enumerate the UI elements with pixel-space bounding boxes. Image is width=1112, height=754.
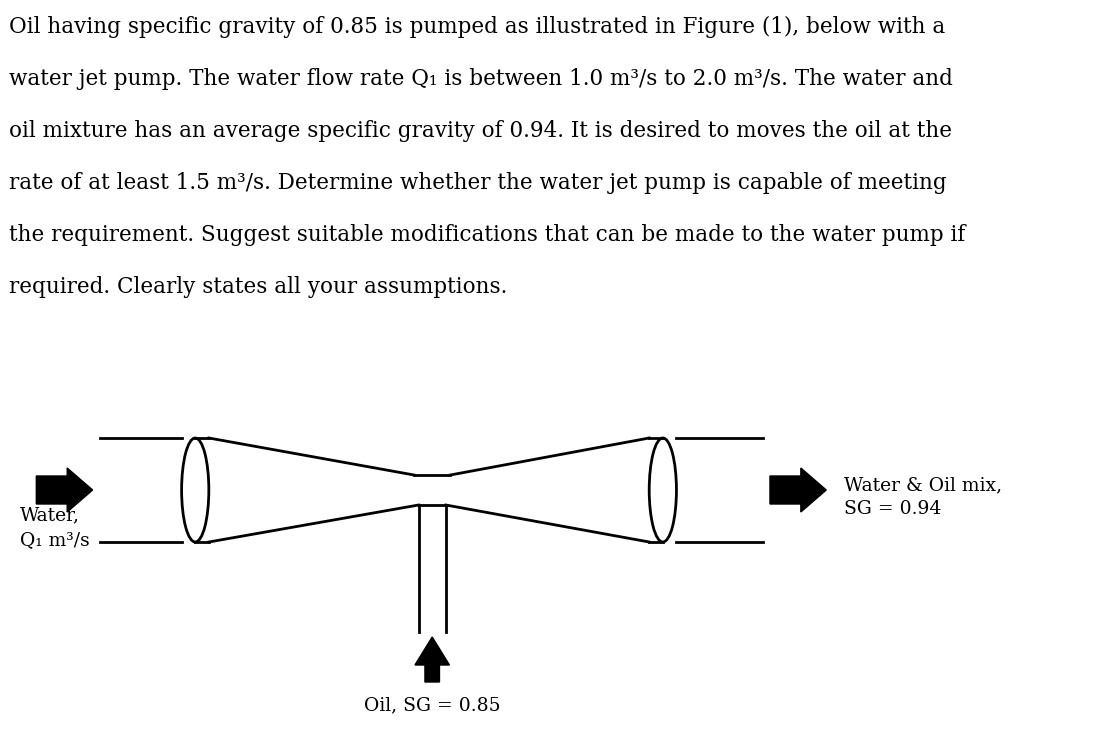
Text: Oil having specific gravity of 0.85 is pumped as illustrated in Figure (1), belo: Oil having specific gravity of 0.85 is p…	[9, 16, 945, 38]
FancyArrow shape	[770, 468, 826, 512]
Text: oil mixture has an average specific gravity of 0.94. It is desired to moves the : oil mixture has an average specific grav…	[9, 120, 952, 142]
Text: Oil, SG = 0.85: Oil, SG = 0.85	[364, 696, 500, 714]
Text: the requirement. Suggest suitable modifications that can be made to the water pu: the requirement. Suggest suitable modifi…	[9, 224, 965, 246]
Text: Water,
Q₁ m³/s: Water, Q₁ m³/s	[20, 506, 90, 549]
Text: Water & Oil mix,: Water & Oil mix,	[844, 476, 1003, 494]
Text: water jet pump. The water flow rate Q₁ is between 1.0 m³/s to 2.0 m³/s. The wate: water jet pump. The water flow rate Q₁ i…	[9, 68, 953, 90]
FancyArrow shape	[37, 468, 92, 512]
Text: required. Clearly states all your assumptions.: required. Clearly states all your assump…	[9, 276, 507, 298]
FancyArrow shape	[415, 637, 449, 682]
Text: SG = 0.94: SG = 0.94	[844, 500, 942, 518]
Text: rate of at least 1.5 m³/s. Determine whether the water jet pump is capable of me: rate of at least 1.5 m³/s. Determine whe…	[9, 172, 946, 194]
